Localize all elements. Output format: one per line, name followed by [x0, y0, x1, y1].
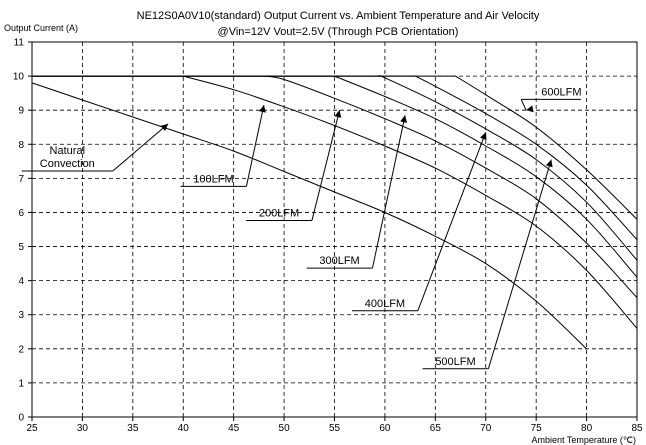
leader-arrowhead-natural-convection [160, 123, 169, 132]
x-tick-label: 85 [631, 423, 643, 434]
x-tick-label: 35 [127, 423, 139, 434]
series-label-600lfm: 600LFM [541, 86, 581, 98]
series-layer [31, 74, 638, 350]
x-tick-label: 40 [178, 423, 190, 434]
y-tick-label: 11 [14, 38, 25, 49]
leader-line-600lfm [520, 99, 527, 111]
leader-arrowhead-500lfm [545, 159, 553, 168]
x-tick-label: 65 [430, 423, 442, 434]
y-tick-label: 2 [18, 344, 24, 355]
x-tick-label: 55 [329, 423, 341, 434]
x-tick-label: 80 [581, 423, 593, 434]
series-line-natural-convection [31, 82, 587, 350]
x-tick-label: 75 [531, 423, 543, 434]
x-tick-label: 45 [228, 423, 240, 434]
y-tick-label: 6 [18, 208, 24, 219]
leader-line-400lfm [417, 132, 487, 311]
leader-line-100lfm [245, 104, 265, 187]
series-line-200lfm [263, 75, 638, 299]
series-label-300lfm: 300LFM [319, 255, 359, 267]
leader-line-200lfm [311, 110, 341, 221]
y-tick-label: 10 [13, 72, 25, 83]
leader-arrowhead-600lfm [526, 105, 534, 113]
leader-arrowhead-100lfm [259, 105, 266, 113]
series-label-100lfm: 100LFM [193, 173, 233, 185]
series-label-400lfm: 400LFM [365, 298, 405, 310]
series-label-500lfm: 500LFM [435, 356, 475, 368]
series-label-natural-convection: Convection [40, 158, 95, 170]
leader-line-500lfm [487, 159, 552, 369]
chart-title: NE12S0A0V10(standard) Output Current vs.… [137, 10, 540, 22]
series-label-natural-convection: Natural [50, 145, 85, 157]
series-line-100lfm [183, 75, 638, 329]
series-line-500lfm [414, 75, 638, 241]
y-tick-label: 9 [18, 106, 24, 117]
leader-arrowhead-400lfm [479, 132, 487, 141]
series-line-600lfm [455, 75, 638, 220]
x-axis-title: Ambient Temperature (℃) [532, 435, 636, 445]
series-line-400lfm [378, 74, 638, 261]
x-tick-label: 25 [26, 423, 38, 434]
leader-arrowhead-300lfm [400, 115, 408, 123]
y-axis-title: Output Current (A) [4, 23, 78, 33]
y-tick-label: 5 [18, 242, 24, 253]
chart-subtitle: @Vin=12V Vout=2.5V (Through PCB Orientat… [218, 26, 459, 38]
x-tick-label: 60 [379, 423, 391, 434]
y-tick-label: 0 [18, 413, 24, 424]
series-line-300lfm [334, 75, 638, 278]
leader-arrowhead-200lfm [334, 110, 342, 118]
leader-line-natural-convection [112, 123, 169, 172]
x-tick-label: 30 [77, 423, 89, 434]
x-tick-label: 50 [279, 423, 291, 434]
plot-area [31, 41, 638, 418]
y-tick-label: 8 [18, 140, 24, 151]
y-tick-label: 1 [18, 378, 24, 389]
y-tick-label: 3 [18, 310, 24, 321]
y-tick-label: 7 [18, 174, 24, 185]
x-tick-label: 70 [480, 423, 492, 434]
y-tick-label: 4 [18, 276, 24, 287]
series-label-200lfm: 200LFM [259, 207, 299, 219]
leader-line-300lfm [371, 115, 406, 269]
